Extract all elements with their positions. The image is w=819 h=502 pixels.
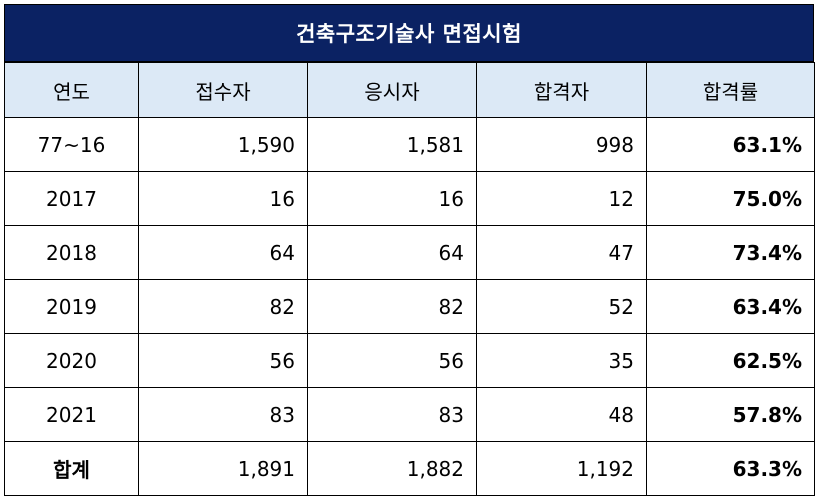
cell-taken: 1,581 — [307, 117, 477, 172]
cell-applied: 56 — [138, 333, 308, 388]
exam-results-table: 연도 접수자 응시자 합격자 합격률 77~16 1,590 1,581 998… — [4, 62, 815, 496]
header-taken: 응시자 — [307, 62, 477, 118]
header-passed: 합격자 — [476, 62, 647, 118]
cell-applied: 83 — [138, 387, 308, 442]
cell-year: 2018 — [4, 225, 139, 280]
cell-passed: 47 — [476, 225, 647, 280]
cell-taken: 83 — [307, 387, 477, 442]
cell-rate: 73.4% — [646, 225, 815, 280]
header-row: 연도 접수자 응시자 합격자 합격률 — [4, 62, 815, 118]
total-rate: 63.3% — [646, 441, 815, 496]
table-row: 2018 64 64 47 73.4% — [4, 225, 815, 280]
cell-rate: 75.0% — [646, 171, 815, 226]
table-row: 2021 83 83 48 57.8% — [4, 387, 815, 442]
header-rate: 합격률 — [646, 62, 815, 118]
cell-passed: 998 — [476, 117, 647, 172]
table-row: 2020 56 56 35 62.5% — [4, 333, 815, 388]
cell-rate: 63.4% — [646, 279, 815, 334]
total-applied: 1,891 — [138, 441, 308, 496]
cell-applied: 1,590 — [138, 117, 308, 172]
cell-rate: 57.8% — [646, 387, 815, 442]
cell-year: 77~16 — [4, 117, 139, 172]
table-row: 2019 82 82 52 63.4% — [4, 279, 815, 334]
total-label: 합계 — [4, 441, 139, 496]
cell-passed: 52 — [476, 279, 647, 334]
cell-passed: 35 — [476, 333, 647, 388]
header-year: 연도 — [4, 62, 139, 118]
cell-rate: 63.1% — [646, 117, 815, 172]
cell-taken: 16 — [307, 171, 477, 226]
cell-applied: 82 — [138, 279, 308, 334]
total-row: 합계 1,891 1,882 1,192 63.3% — [4, 441, 815, 496]
cell-applied: 16 — [138, 171, 308, 226]
total-taken: 1,882 — [307, 441, 477, 496]
cell-passed: 48 — [476, 387, 647, 442]
cell-rate: 62.5% — [646, 333, 815, 388]
cell-passed: 12 — [476, 171, 647, 226]
cell-taken: 64 — [307, 225, 477, 280]
cell-taken: 82 — [307, 279, 477, 334]
cell-year: 2021 — [4, 387, 139, 442]
cell-taken: 56 — [307, 333, 477, 388]
cell-year: 2020 — [4, 333, 139, 388]
cell-year: 2017 — [4, 171, 139, 226]
exam-table-container: 건축구조기술사 면접시험 연도 접수자 응시자 합격자 합격률 77~16 1,… — [4, 4, 815, 496]
table-row: 2017 16 16 12 75.0% — [4, 171, 815, 226]
total-passed: 1,192 — [476, 441, 647, 496]
table-title: 건축구조기술사 면접시험 — [4, 4, 814, 62]
table-row: 77~16 1,590 1,581 998 63.1% — [4, 117, 815, 172]
header-applied: 접수자 — [138, 62, 308, 118]
cell-applied: 64 — [138, 225, 308, 280]
cell-year: 2019 — [4, 279, 139, 334]
